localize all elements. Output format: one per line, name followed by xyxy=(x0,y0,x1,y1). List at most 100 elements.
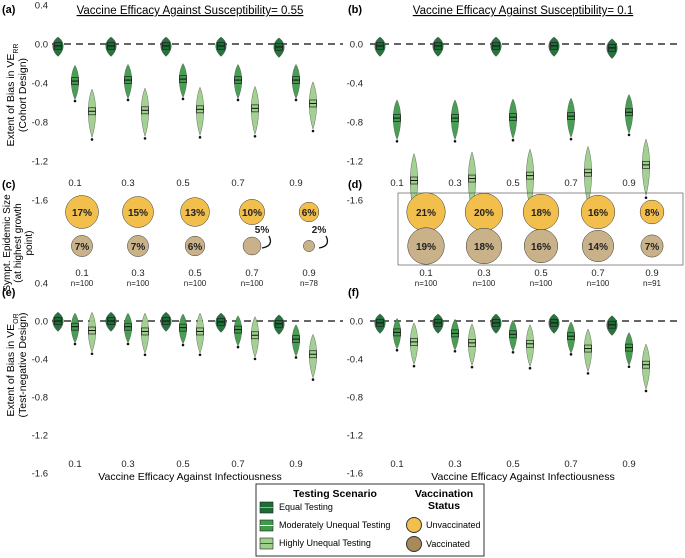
bubble-unvaccinated-c-4 xyxy=(298,201,320,223)
panel-label-b: (b) xyxy=(348,4,362,16)
bubble-unvaccinated-label-d-4: 8% xyxy=(645,208,660,219)
x-tick-label-f: 0.1 xyxy=(390,459,403,470)
x-tick-label-e: 0.3 xyxy=(121,459,134,470)
bubble-vaccinated-d-4 xyxy=(640,234,664,258)
legend-testing-title: Testing Scenario xyxy=(293,488,377,500)
outlier-b-s2-c4 xyxy=(644,196,648,200)
bubble-vaccinated-label-d-4: 7% xyxy=(645,242,660,253)
bubble-x-tick-c: 0.1 xyxy=(75,268,88,279)
outlier-e-s1-c0 xyxy=(73,342,77,346)
legend: Testing Scenario Vaccination Status Equa… xyxy=(255,483,485,557)
legend-box xyxy=(255,483,485,557)
ylabel-tn-line1: Extent of Bias in VE xyxy=(5,324,17,417)
bubble-unvaccinated-d-3 xyxy=(580,194,616,230)
bubble-unvaccinated-c-2 xyxy=(180,197,210,227)
bubble-unvaccinated-label-c-3: 10% xyxy=(242,208,262,219)
outlier-b-s1-c0 xyxy=(395,139,399,143)
bubble-n-label-c: n=100 xyxy=(241,279,264,288)
bubble-vaccinated-c-1 xyxy=(127,235,149,257)
legend-unvaccinated-label: Unvaccinated xyxy=(426,520,481,530)
outlier-a-s2-c2 xyxy=(198,136,202,139)
xlabel-right: Vaccine Efficacy Against Infectiousness xyxy=(431,471,614,483)
outlier-e-s1-c4 xyxy=(294,356,298,359)
bubble-vaccinated-d-1 xyxy=(465,227,503,265)
ylabel-cohort: Extent of Bias in VERR xyxy=(5,44,20,147)
y-tick-label-a: -0.8 xyxy=(32,118,48,129)
bubble-n-label-d: n=100 xyxy=(587,279,610,288)
outlier-f-s2-c2 xyxy=(528,366,532,370)
ylabel-cohort-sub: RR xyxy=(13,44,20,54)
ylabel-tn-sub: OR xyxy=(13,313,20,324)
bubble-unvaccinated-label-c-2: 13% xyxy=(185,208,205,219)
y-tick-label-b: -1.2 xyxy=(347,157,363,168)
bubble-x-tick-c: 0.3 xyxy=(131,268,144,279)
bubble-unvaccinated-label-d-0: 21% xyxy=(416,208,436,219)
bubble-vaccinated-c-2 xyxy=(184,235,206,257)
outlier-f-s1-c3 xyxy=(569,353,573,356)
bubble-unvaccinated-label-d-3: 16% xyxy=(588,208,608,219)
legend-vacc-title-1: Vaccination xyxy=(415,488,473,500)
x-tick-label-a: 0.9 xyxy=(289,178,302,189)
bubble-n-label-d: n=91 xyxy=(643,279,662,288)
outlier-a-s1-c1 xyxy=(126,98,130,102)
bubble-vaccinated-label-d-3: 14% xyxy=(588,242,608,253)
x-tick-label-b: 0.3 xyxy=(448,178,461,189)
bubble-vaccinated-label-d-1: 18% xyxy=(474,242,494,253)
y-tick-label-a: -1.6 xyxy=(32,196,48,207)
outlier-e-s2-c4 xyxy=(311,378,315,381)
y-tick-label-a: 0.0 xyxy=(35,40,48,51)
y-tick-label-e: 0.0 xyxy=(35,317,48,328)
bubble-n-label-c: n=78 xyxy=(300,279,319,288)
y-tick-label-f: -1.6 xyxy=(347,469,363,480)
bubble-unvaccinated-c-1 xyxy=(122,196,154,228)
x-tick-label-e: 0.5 xyxy=(176,459,189,470)
y-tick-label-a: -0.4 xyxy=(32,79,48,90)
x-tick-label-a: 0.1 xyxy=(68,178,81,189)
y-tick-label-b: -0.4 xyxy=(347,79,363,90)
x-tick-label-e: 0.9 xyxy=(289,459,302,470)
outlier-f-s1-c1 xyxy=(453,349,457,353)
bubble-vaccinated-d-0 xyxy=(407,227,445,265)
outlier-a-s2-c3 xyxy=(253,134,257,138)
legend-equal-label: Equal Testing xyxy=(279,502,333,512)
panel-label-a: (a) xyxy=(2,4,16,16)
x-tick-label-f: 0.9 xyxy=(622,459,635,470)
legend-vacc-title-2: Status xyxy=(428,500,460,512)
legend-moderate-label: Moderately Unequal Testing xyxy=(279,520,390,530)
bubble-vaccinated-label-c-3: 5% xyxy=(255,225,270,236)
bubble-x-tick-d: 0.9 xyxy=(645,268,658,279)
outlier-a-s1-c0 xyxy=(73,99,77,103)
outlier-e-s1-c3 xyxy=(236,345,240,349)
outlier-b-s1-c2 xyxy=(511,138,515,142)
outlier-e-s2-c3 xyxy=(253,357,257,361)
y-tick-label-f: -0.8 xyxy=(347,393,363,404)
legend-unvaccinated-swatch xyxy=(406,517,422,533)
legend-high-label: Highly Unequal Testing xyxy=(279,538,371,548)
bubble-vaccinated-d-2 xyxy=(523,228,559,264)
outlier-e-s1-c1 xyxy=(126,342,130,346)
bubble-n-label-c: n=100 xyxy=(127,279,150,288)
bubble-x-tick-d: 0.3 xyxy=(477,268,490,279)
title-left: Vaccine Efficacy Against Susceptibility=… xyxy=(77,5,304,17)
outlier-e-s2-c0 xyxy=(90,352,94,356)
bubble-n-label-d: n=100 xyxy=(415,279,438,288)
bubble-vaccinated-c-3 xyxy=(242,236,262,256)
outlier-a-s2-c1 xyxy=(143,137,147,140)
x-tick-label-b: 0.9 xyxy=(622,178,635,189)
outlier-e-s2-c1 xyxy=(143,353,147,357)
bubble-x-tick-d: 0.1 xyxy=(419,268,432,279)
xlabel-left: Vaccine Efficacy Against Infectiousness xyxy=(98,471,281,483)
ylabel-epidemic-line2: (at highest growth xyxy=(13,203,24,283)
bubble-x-tick-c: 0.7 xyxy=(245,268,258,279)
bubble-n-label-c: n=100 xyxy=(71,279,94,288)
bubble-vaccinated-label-d-0: 19% xyxy=(416,242,436,253)
y-tick-label-f: 0.0 xyxy=(350,317,363,328)
panel-label-d: (d) xyxy=(348,179,362,191)
bubble-unvaccinated-label-d-2: 18% xyxy=(531,208,551,219)
bubble-vaccinated-label-c-1: 7% xyxy=(131,242,146,253)
y-tick-label-e: -1.2 xyxy=(32,431,48,442)
outlier-f-s1-c2 xyxy=(511,350,515,354)
bubble-vaccinated-d-3 xyxy=(582,230,614,262)
outlier-a-s2-c0 xyxy=(90,138,94,141)
